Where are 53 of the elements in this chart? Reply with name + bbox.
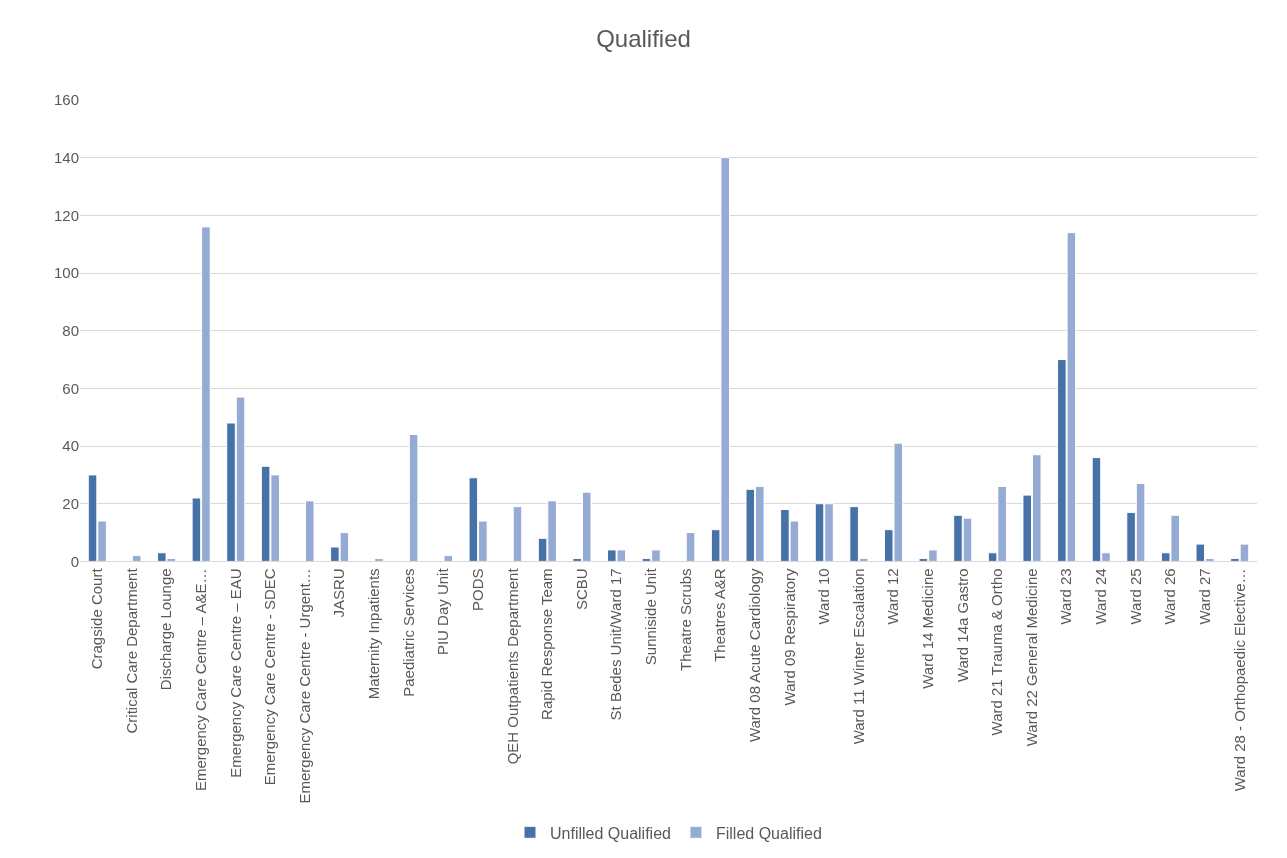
bar (443, 555, 454, 562)
bar (408, 434, 419, 562)
x-tick-label: Discharge Lounge (157, 568, 175, 691)
x-tick-label: Ward 14a Gastro (953, 568, 971, 683)
x-tick-label: Emergency Care Centre - SDEC (261, 568, 279, 786)
bar (131, 555, 142, 562)
x-tick-label: Ward 22 General Medicine (1022, 568, 1040, 747)
x-tick-label: Theatre Scrubs (676, 568, 694, 671)
x-tick-label: Ward 23 (1057, 568, 1075, 625)
x-tick-label: Ward 14 Medicine (919, 568, 937, 689)
bar (304, 500, 315, 562)
x-tick-label: Ward 25 (1126, 568, 1144, 625)
x-tick-label: Ward 21 Trauma & Ortho (988, 568, 1006, 736)
x-tick-label: Ward 09 Respiratory (780, 567, 798, 706)
x-tick-label: Ward 11 Winter Escalation (849, 568, 867, 745)
x-tick-label: Critical Care Department (122, 567, 140, 734)
x-tick-label: Emergency Care Centre – EAU (226, 568, 244, 778)
y-tick-label: 80 (62, 321, 79, 339)
bar (685, 532, 696, 562)
y-tick-label: 60 (62, 379, 79, 397)
chart-title: Qualified (596, 24, 691, 52)
x-tick-label: SCBU (572, 568, 590, 611)
x-tick-label: Emergency Care Centre - Urgent… (295, 568, 313, 804)
x-tick-label: Sunniside Unit (642, 567, 660, 666)
y-tick-label: 20 (62, 494, 79, 512)
y-tick-label: 160 (53, 91, 79, 109)
y-tick-label: 140 (53, 148, 79, 166)
bar (374, 558, 384, 562)
x-tick-label: Rapid Response Team (538, 568, 556, 720)
x-tick-label: Ward 28 - Orthopaedic Elective… (1230, 568, 1248, 792)
x-tick-label: Paediatric Services (399, 568, 417, 697)
x-tick-label: Ward 27 (1195, 568, 1213, 625)
y-tick-label: 0 (70, 552, 79, 570)
x-tick-label: Cragside Court (88, 567, 106, 670)
x-tick-label: Ward 10 (815, 568, 833, 625)
x-tick-label: Ward 12 (884, 568, 902, 625)
y-tick-label: 100 (53, 264, 79, 282)
x-tick-label: Emergency Care Centre – A&E… (192, 568, 210, 792)
x-tick-label: PIU Day Unit (434, 567, 452, 656)
x-tick-label: Ward 24 (1092, 568, 1110, 625)
x-tick-label: St Bedes Unit/Ward 17 (607, 568, 625, 721)
x-tick-label: Maternity Inpatients (365, 568, 383, 700)
legend-label: Filled Qualified (715, 824, 822, 842)
bar (512, 506, 523, 562)
x-tick-label: JASRU (330, 568, 348, 618)
x-tick-label: Ward 26 (1161, 568, 1179, 625)
x-tick-label: QEH Outpatients Department (503, 567, 521, 765)
y-tick-label: 40 (62, 437, 79, 455)
x-tick-label: Theatres A&R (711, 568, 729, 662)
x-tick-label: Ward 08 Acute Cardiology (745, 567, 763, 743)
x-tick-label: PODS (468, 568, 486, 611)
y-tick-label: 120 (53, 206, 79, 224)
legend-label: Unfilled Qualified (550, 824, 671, 842)
